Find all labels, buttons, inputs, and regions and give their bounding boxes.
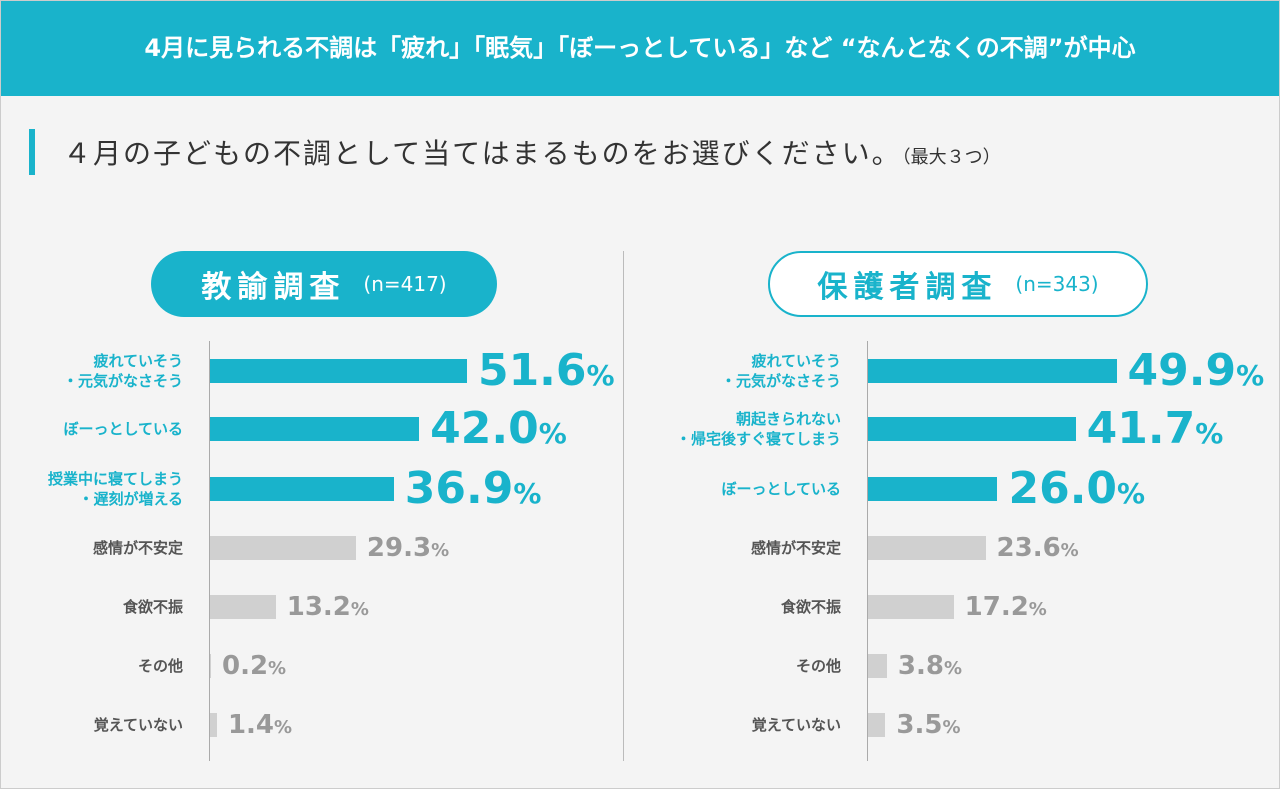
bar xyxy=(210,536,356,560)
value-label: 41.7% xyxy=(1086,403,1224,454)
category-label: 感情が不安定 xyxy=(750,539,841,557)
chart-subtitle: (n=417) xyxy=(363,272,447,296)
category-label: 食欲不振 xyxy=(122,598,183,616)
chart-title: 教諭調査 xyxy=(201,270,346,305)
value-label: 29.3% xyxy=(366,533,450,563)
bar xyxy=(210,654,211,678)
value-label: 3.5% xyxy=(896,710,961,740)
bar xyxy=(868,417,1076,441)
value-label: 17.2% xyxy=(964,592,1047,622)
chart-title: 保護者調査 xyxy=(817,270,998,305)
question-note: （最大３つ） xyxy=(901,147,1001,168)
category-label: 授業中に寝てしまう ・遅刻が増える xyxy=(47,470,183,508)
chart-title-pill: 教諭調査 (n=417) xyxy=(151,251,497,317)
bar xyxy=(868,359,1117,383)
accent-bar xyxy=(29,129,35,175)
value-label: 1.4% xyxy=(227,710,293,740)
question: ４月の子どもの不調として当てはまるものをお選びください。（最大３つ） xyxy=(63,132,1001,172)
chart-title-pill: 保護者調査 (n=343) xyxy=(768,251,1148,317)
value-label: 13.2% xyxy=(286,592,369,622)
bar xyxy=(210,359,467,383)
bar xyxy=(210,595,276,619)
value-label: 23.6% xyxy=(996,533,1079,563)
chart-subtitle: (n=343) xyxy=(1015,272,1099,296)
axis-line xyxy=(867,341,868,761)
bar xyxy=(210,713,217,737)
banner: 4月に見られる不調は「疲れ」「眠気」「ぼーっとしている」など “なんとなくの不調… xyxy=(1,1,1279,96)
bar xyxy=(210,417,420,441)
question-text: ４月の子どもの不調として当てはまるものをお選びください。 xyxy=(63,137,902,170)
value-label: 49.9% xyxy=(1127,345,1265,396)
value-label: 51.6% xyxy=(477,345,615,396)
value-label: 42.0% xyxy=(430,403,567,454)
category-label: 食欲不振 xyxy=(780,598,841,616)
bar xyxy=(868,654,887,678)
category-label: その他 xyxy=(137,657,183,675)
bar xyxy=(210,477,394,501)
axis-line xyxy=(209,341,210,761)
category-label: 疲れていそう ・元気がなさそう xyxy=(720,352,841,390)
value-label: 0.2% xyxy=(221,651,287,681)
bar xyxy=(868,477,998,501)
bar xyxy=(868,713,886,737)
category-label: 朝起きられない ・帰宅後すぐ寝てしまう xyxy=(675,410,841,448)
value-label: 3.8% xyxy=(897,651,963,681)
category-label: 疲れていそう ・元気がなさそう xyxy=(62,352,183,390)
category-label: 感情が不安定 xyxy=(92,539,183,557)
value-label: 26.0% xyxy=(1008,463,1146,514)
category-label: ぼーっとしている xyxy=(721,480,841,498)
category-label: 覚えていない xyxy=(93,716,183,734)
category-label: 覚えていない xyxy=(751,716,841,734)
value-label: 36.9% xyxy=(404,463,542,514)
category-label: ぼーっとしている xyxy=(63,420,183,438)
category-label: その他 xyxy=(795,657,841,675)
bar xyxy=(868,595,954,619)
bar xyxy=(868,536,986,560)
divider xyxy=(623,251,624,761)
